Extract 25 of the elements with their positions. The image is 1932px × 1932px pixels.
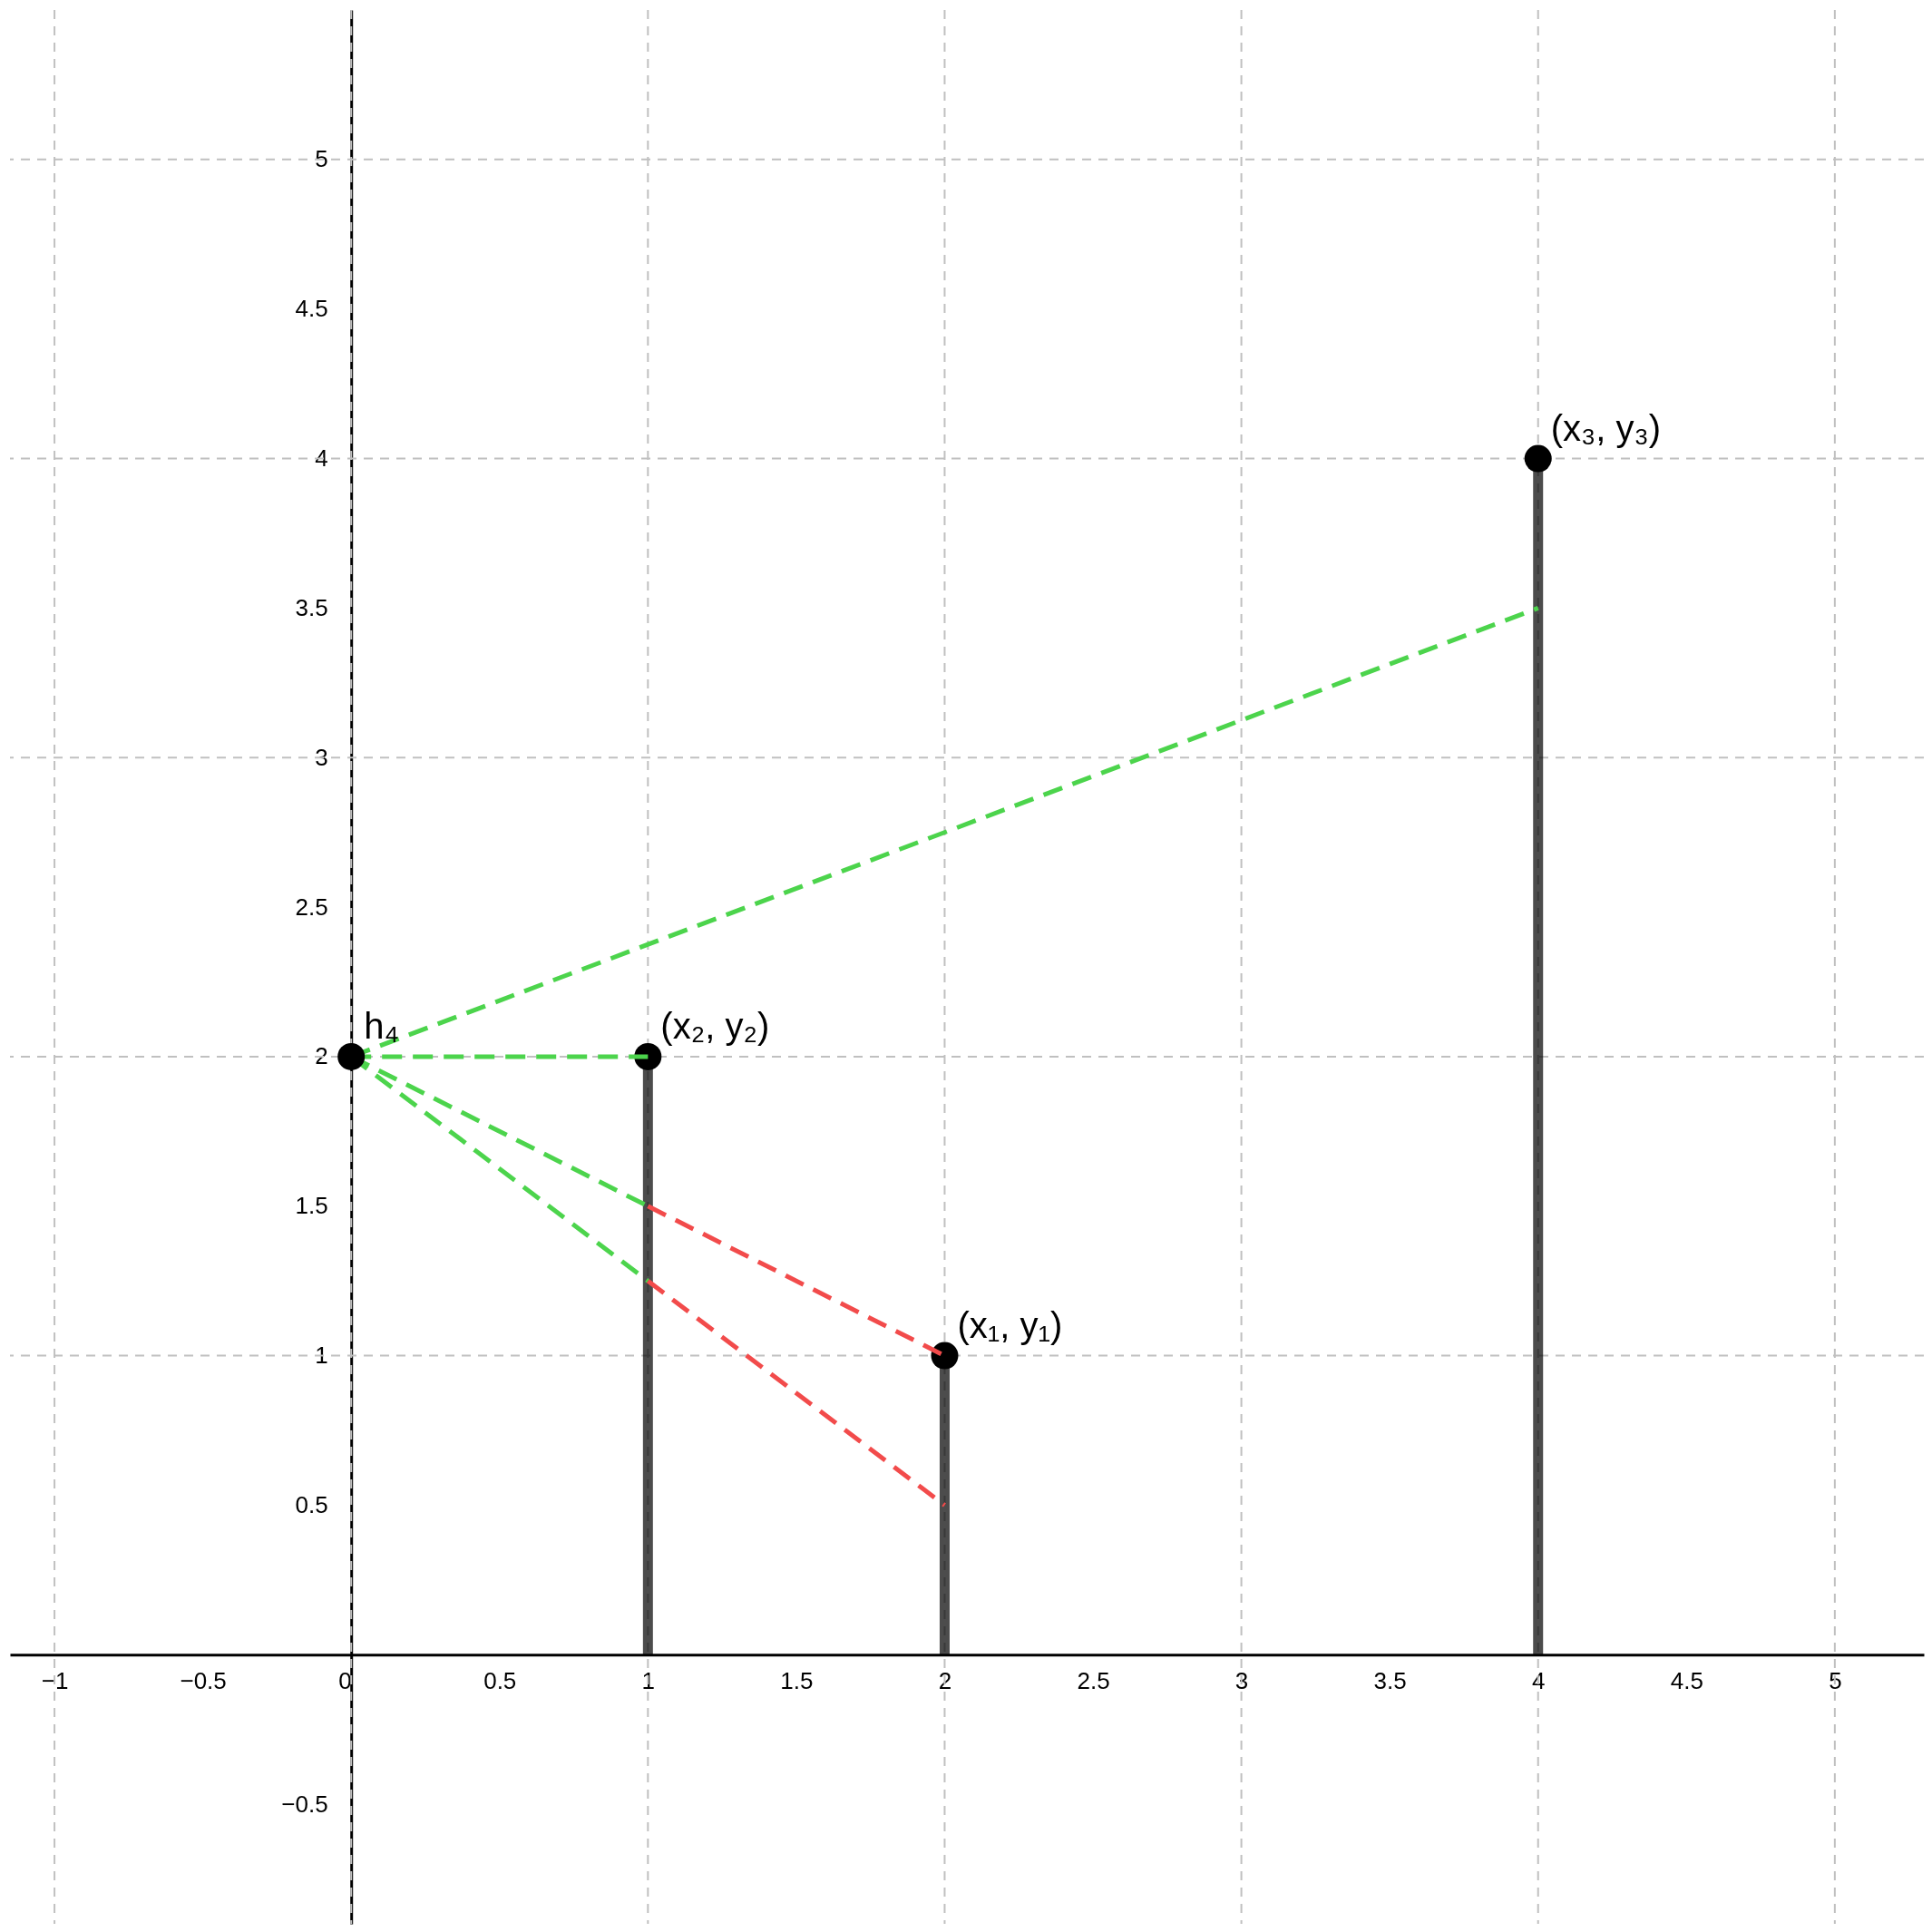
x-tick-label: 0 [338,1666,352,1694]
y-tick-label: 3.5 [295,593,328,621]
x-tick-label: 3 [1234,1666,1249,1694]
x-tick-label: 2 [938,1666,952,1694]
x-tick-label: 0.5 [483,1666,517,1694]
y-tick-label: −0.5 [281,1790,328,1818]
annotation: (x₁, y₁) [957,1304,1063,1345]
y-tick-label: 1.5 [295,1192,328,1220]
x-tick-label: 4.5 [1670,1666,1703,1694]
annotation: (x₃, y₃) [1550,407,1662,448]
y-tick-label: 2.5 [295,893,328,921]
annotation: h₄ [364,1005,399,1046]
y-tick-label: 0.5 [295,1490,328,1518]
x-tick-label: 5 [1829,1666,1842,1694]
x-tick-label: 3.5 [1373,1666,1407,1694]
annotation: (x₂, y₂) [660,1005,770,1046]
y-tick-label: 3 [315,743,328,771]
x-tick-label: −0.5 [180,1666,227,1694]
y-tick-label: 5 [315,145,328,173]
x-tick-label: 2.5 [1077,1666,1110,1694]
x-tick-label: 1.5 [780,1666,814,1694]
y-tick-label: 4.5 [295,295,328,323]
y-tick-label: 4 [315,444,328,473]
x-tick-label: −1 [41,1666,69,1694]
y-tick-label: 1 [315,1342,328,1370]
